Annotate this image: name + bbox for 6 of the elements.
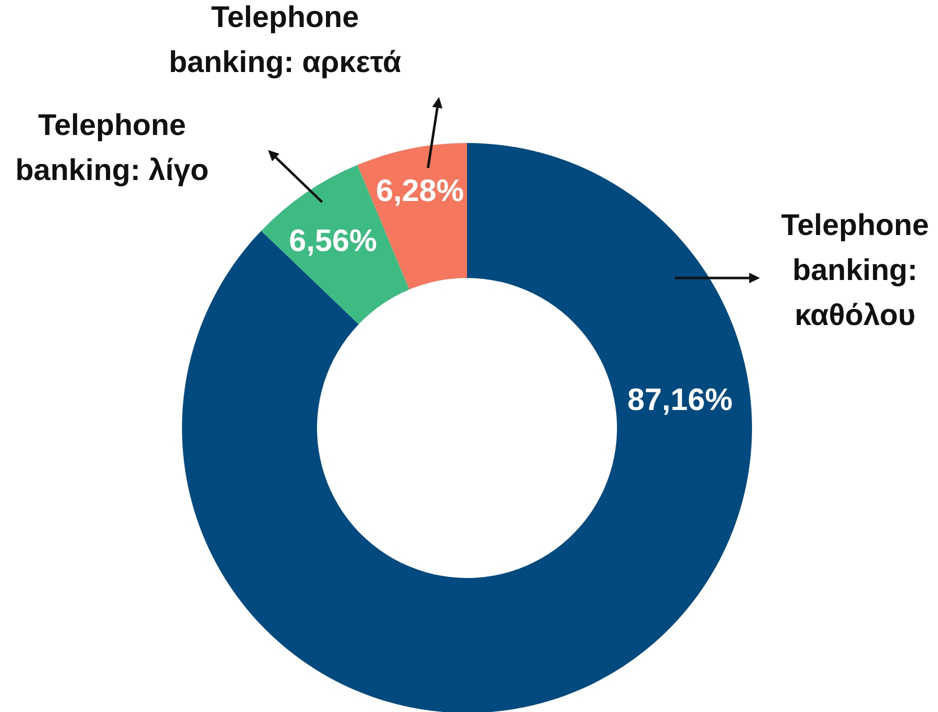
slice-label: Telephone banking: αρκετά <box>168 1 402 79</box>
data-label: 6,28% <box>376 173 464 208</box>
data-label: 6,56% <box>289 223 377 258</box>
data-label: 87,16% <box>627 382 733 418</box>
slice-label: Telephone banking: λίγο <box>15 109 209 187</box>
slice-label: Telephone banking: καθόλου <box>781 209 929 332</box>
